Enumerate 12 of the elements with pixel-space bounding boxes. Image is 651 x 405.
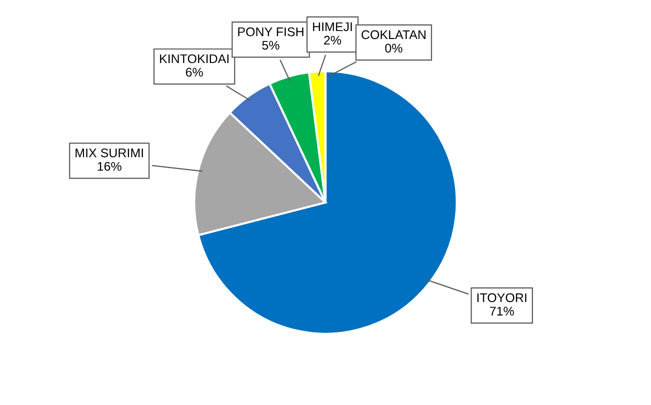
slice-label: PONY FISH	[238, 27, 304, 36]
data-label: 2%	[324, 36, 342, 45]
slice-label: KINTOKIDAI	[160, 54, 228, 64]
slice-label: HIMEJI	[313, 22, 352, 32]
data-label: 6%	[186, 68, 203, 77]
slice-label: MIX SURIMI	[76, 148, 143, 158]
text: 0%	[385, 44, 402, 53]
data-label: 16%	[98, 162, 122, 171]
category-label: COKLATAN	[362, 30, 426, 40]
data-label: 5%	[262, 40, 280, 50]
slice-label: ITOYORI	[477, 293, 526, 302]
data-label: 71%	[490, 306, 514, 316]
